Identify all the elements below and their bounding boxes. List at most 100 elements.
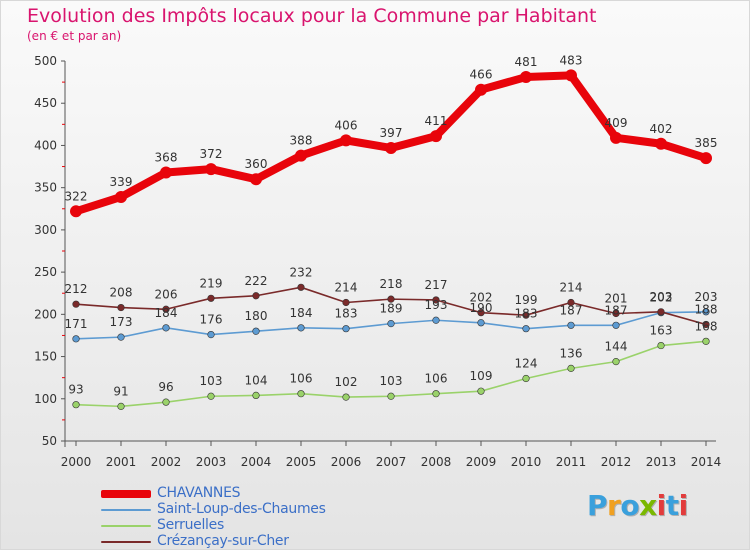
data-label: 193: [425, 298, 448, 312]
data-point: [387, 295, 395, 303]
chart-subtitle: (en € et par an): [27, 29, 122, 43]
y-tick-label: 200: [34, 307, 57, 321]
data-label: 206: [155, 287, 178, 301]
x-tick-label: 2004: [241, 455, 272, 469]
data-label: 106: [290, 372, 313, 386]
data-label: 411: [425, 114, 448, 128]
data-point: [162, 324, 170, 332]
data-point: [387, 320, 395, 328]
data-point: [342, 298, 350, 307]
data-label: 222: [245, 274, 268, 288]
line-chart: 50 100 150 200 250 300 350 400 450 500 2000 2001 200…: [34, 53, 722, 469]
data-label: 183: [515, 307, 538, 321]
data-point: [567, 298, 575, 307]
data-label: 212: [65, 282, 88, 296]
data-label: 168: [695, 319, 718, 333]
data-point: [702, 320, 710, 329]
data-label: 372: [200, 147, 223, 161]
data-label: 481: [515, 55, 538, 69]
data-point: [432, 390, 440, 398]
data-point: [475, 83, 487, 96]
data-point: [477, 319, 485, 327]
data-point: [702, 308, 710, 316]
data-point: [655, 137, 667, 150]
chart-title: Evolution des Impôts locaux pour la Comm…: [27, 5, 597, 27]
data-label: 483: [560, 53, 583, 67]
data-label: 397: [380, 126, 403, 140]
legend-label: Saint-Loup-des-Chaumes: [157, 501, 326, 517]
x-tick-label: 2008: [421, 455, 452, 469]
data-label: 104: [245, 373, 268, 387]
data-point: [297, 324, 305, 332]
data-point: [522, 374, 530, 383]
y-tick-label: 150: [34, 350, 57, 364]
data-label: 219: [200, 276, 223, 290]
data-point: [207, 294, 215, 302]
data-label: 214: [335, 281, 358, 295]
data-point: [567, 321, 575, 329]
proxiti-logo: Proxiti: [587, 489, 688, 522]
x-tick-label: 2009: [466, 455, 497, 469]
data-point: [387, 392, 395, 400]
data-label: 91: [113, 384, 128, 398]
y-tick-label: 400: [34, 138, 57, 152]
data-label: 202: [470, 291, 493, 305]
data-point: [657, 308, 665, 316]
data-point: [252, 292, 260, 300]
data-point: [520, 71, 532, 84]
x-tick-label: 2014: [691, 455, 722, 469]
data-label: 96: [158, 380, 173, 394]
data-point: [612, 358, 620, 366]
data-label: 144: [605, 340, 628, 354]
x-tick-label: 2000: [61, 455, 92, 469]
legend-label: CHAVANNES: [157, 485, 241, 501]
data-label: 163: [650, 324, 673, 338]
data-label: 102: [335, 375, 358, 389]
y-tick-label: 300: [34, 223, 57, 237]
data-point: [430, 130, 442, 143]
data-point: [70, 205, 82, 218]
x-tick-label: 2001: [106, 455, 137, 469]
data-point: [252, 327, 260, 335]
data-label: 103: [380, 374, 403, 388]
x-tick-label: 2005: [286, 455, 317, 469]
y-tick-label: 50: [42, 434, 57, 448]
data-label: 199: [515, 293, 538, 307]
data-point: [432, 316, 440, 324]
data-label: 322: [65, 189, 88, 203]
data-label: 360: [245, 157, 268, 171]
y-tick-label: 350: [34, 181, 57, 195]
data-point: [610, 131, 622, 144]
data-point: [117, 303, 125, 312]
data-point: [115, 190, 127, 203]
data-label: 218: [380, 277, 403, 291]
data-label: 466: [470, 68, 493, 82]
data-label: 106: [425, 372, 448, 386]
data-label: 93: [68, 383, 83, 397]
data-label: 136: [560, 346, 583, 360]
data-label: 409: [605, 116, 628, 130]
data-point: [72, 401, 80, 409]
data-point: [162, 305, 170, 313]
y-tick-label: 100: [34, 392, 57, 406]
y-tick-label: 500: [34, 54, 57, 68]
data-label: 124: [515, 357, 538, 371]
data-point: [117, 402, 125, 410]
data-point: [297, 390, 305, 398]
x-tick-label: 2006: [331, 455, 362, 469]
data-label: 173: [110, 315, 133, 329]
data-label: 187: [605, 303, 628, 317]
x-tick-label: 2010: [511, 455, 542, 469]
data-point: [477, 387, 485, 395]
y-tick-label: 450: [34, 96, 57, 110]
data-point: [522, 325, 530, 333]
x-tick-label: 2011: [556, 455, 587, 469]
legend-label: Serruelles: [157, 517, 224, 533]
data-label: 103: [200, 374, 223, 388]
data-point: [295, 149, 307, 162]
data-point: [700, 152, 712, 165]
data-point: [160, 166, 172, 179]
data-point: [250, 173, 262, 186]
data-point: [477, 309, 485, 317]
